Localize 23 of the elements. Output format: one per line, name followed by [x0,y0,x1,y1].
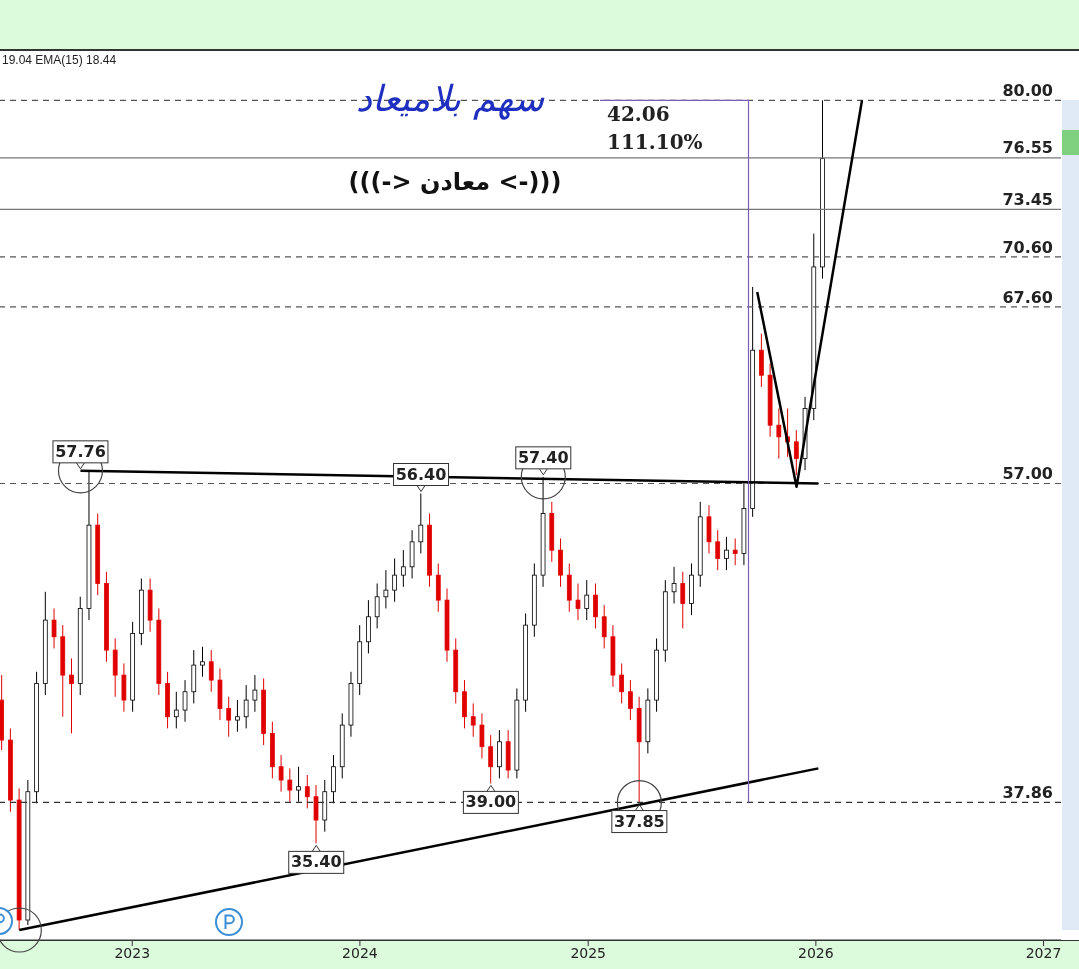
annotation: 39.00 [465,792,517,812]
y-tick-label: 37.86 [1002,783,1053,803]
annotation: 35.40 [290,852,342,872]
text: (((-> معادن <-))) [347,168,563,196]
y-tick-label: 70.60 [1002,237,1053,257]
x-tick-label: 2027 [1025,944,1062,961]
y-tick-label: 67.60 [1002,287,1053,307]
y-tick-label: 76.55 [1002,138,1053,158]
y-tick-label: 80.00 [1002,81,1053,100]
text: سهم بلاميعاد [355,78,546,119]
annotation: 111.10% [607,130,703,154]
x-tick-label: 2023 [114,944,151,961]
annotation: 57.40 [517,447,569,467]
x-tick-label: 2025 [570,944,607,961]
annotation: 57.76 [55,441,106,461]
annotation: 37.85 [614,811,665,831]
annotation: 56.40 [395,464,447,484]
x-tick-label: 2024 [342,944,378,961]
y-tick-label: 73.45 [1002,190,1053,210]
x-tick-label: 2026 [798,944,834,961]
annotation: 19.04 EMA(15) 18.44 [2,53,117,67]
y-tick-label: 57.00 [1002,464,1053,484]
annotation: 42.06 [607,102,670,126]
